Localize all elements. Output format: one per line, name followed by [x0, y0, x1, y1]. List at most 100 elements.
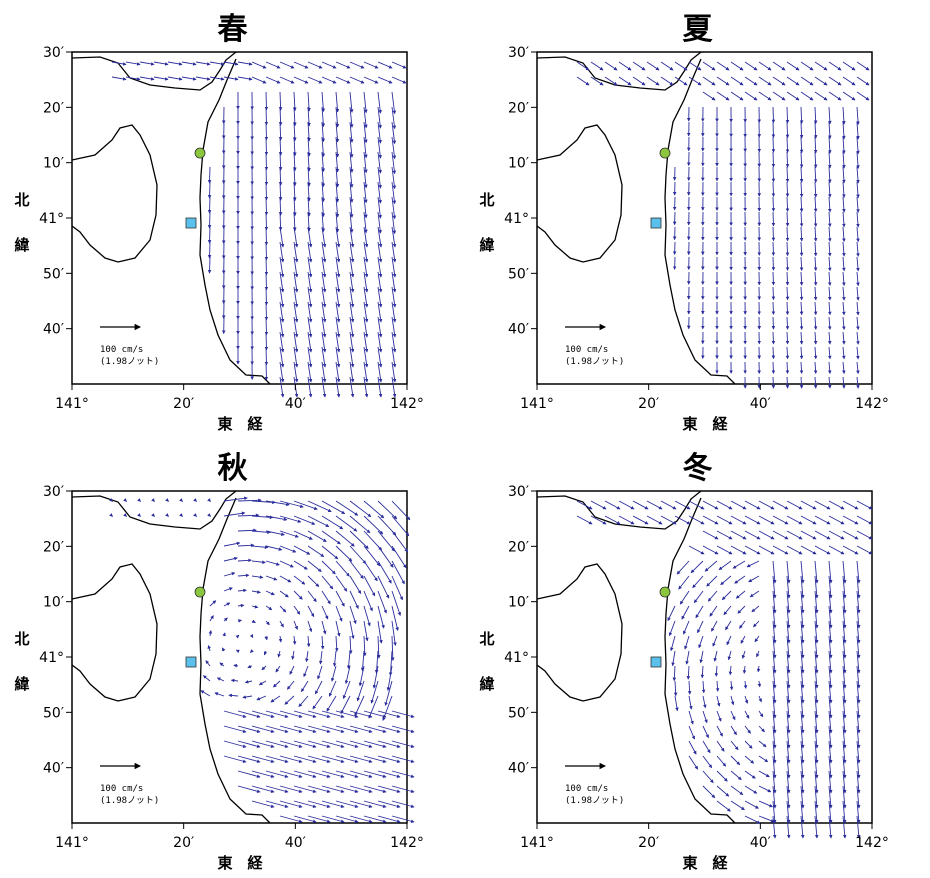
current-arrow — [686, 665, 691, 680]
current-arrow — [842, 286, 846, 301]
current-arrow — [799, 226, 804, 242]
current-arrow — [702, 740, 711, 754]
current-arrow — [346, 650, 351, 670]
current-arrow — [716, 91, 730, 101]
current-arrow — [718, 560, 732, 571]
current-arrow — [279, 515, 302, 523]
current-arrow — [856, 815, 861, 839]
current-arrow — [321, 151, 326, 173]
current-arrow — [251, 575, 264, 579]
current-arrow — [265, 785, 289, 793]
current-arrow — [377, 710, 401, 718]
current-arrow — [278, 635, 283, 643]
current-arrow — [377, 271, 383, 293]
panel-autumn: 秋 100 cm/s (1.98ノット) 30′ 20′ 10′ 41° 50′ 40′ 141… — [0, 439, 465, 878]
current-arrow — [391, 181, 397, 205]
current-arrow — [730, 710, 736, 721]
current-arrow — [349, 785, 373, 793]
current-arrow — [785, 316, 790, 330]
current-arrow — [688, 76, 702, 86]
current-arrow — [828, 620, 833, 644]
current-arrow — [335, 755, 359, 763]
current-arrow — [279, 785, 303, 793]
current-arrow — [706, 575, 718, 587]
current-arrow — [813, 196, 818, 213]
current-arrow — [786, 680, 791, 704]
current-arrow — [842, 590, 847, 614]
current-arrow — [363, 151, 368, 174]
current-arrow — [730, 785, 744, 796]
current-arrow — [842, 76, 856, 86]
current-arrow — [772, 575, 777, 599]
current-arrow — [688, 695, 693, 710]
current-arrow — [377, 590, 387, 614]
current-arrow — [167, 61, 183, 66]
current-arrow — [279, 815, 303, 823]
current-arrow — [321, 575, 334, 590]
y-tick-label: 10′ — [43, 595, 64, 611]
current-arrow — [391, 271, 397, 293]
current-arrow — [828, 91, 842, 101]
current-arrow — [771, 241, 776, 256]
current-arrow — [723, 605, 732, 616]
current-arrow — [772, 740, 777, 764]
current-arrow — [814, 605, 819, 629]
current-arrow — [335, 605, 343, 622]
current-arrow — [335, 725, 359, 733]
current-arrow — [356, 680, 365, 702]
current-arrow — [800, 650, 805, 674]
current-arrow — [604, 515, 621, 525]
current-arrow — [207, 256, 212, 274]
current-arrow — [814, 61, 828, 71]
current-arrow — [363, 331, 369, 353]
current-arrow — [287, 680, 295, 690]
current-arrow — [307, 590, 317, 603]
season-title: 冬 — [682, 451, 713, 486]
current-arrow — [391, 545, 407, 569]
y-tick-label: 30′ — [508, 45, 529, 61]
current-arrow — [744, 800, 759, 809]
current-arrow — [153, 76, 169, 81]
current-arrow — [799, 301, 804, 316]
current-arrow — [293, 361, 299, 383]
current-arrow — [279, 575, 292, 583]
current-arrow — [842, 271, 846, 287]
y-tick-label: 41° — [504, 211, 529, 227]
current-arrow — [307, 620, 313, 633]
current-arrow — [828, 61, 842, 71]
current-arrow — [730, 755, 741, 766]
current-arrow — [828, 695, 833, 719]
current-arrow — [391, 136, 397, 160]
current-arrow — [321, 121, 326, 143]
current-arrow — [772, 605, 777, 629]
current-arrow — [317, 665, 323, 680]
current-arrow — [786, 815, 791, 839]
current-arrow — [321, 271, 327, 293]
current-arrow — [856, 106, 860, 125]
current-arrow — [632, 515, 649, 525]
current-arrow — [264, 256, 269, 276]
current-arrow — [688, 500, 705, 510]
current-arrow — [279, 346, 285, 368]
current-arrow — [698, 635, 704, 649]
current-arrow — [251, 619, 256, 623]
current-arrow — [721, 590, 732, 601]
current-arrow — [391, 575, 403, 601]
current-arrow — [842, 211, 846, 228]
current-arrow — [279, 301, 285, 323]
current-arrow — [293, 800, 317, 808]
current-arrow — [307, 785, 331, 793]
current-arrow — [786, 76, 800, 86]
current-arrow — [321, 755, 345, 763]
current-arrow — [363, 121, 368, 144]
current-arrow — [814, 91, 828, 101]
current-arrow — [264, 196, 269, 216]
current-arrow — [668, 620, 676, 637]
current-arrow — [688, 515, 705, 525]
current-arrow — [349, 620, 355, 640]
current-arrow — [856, 620, 861, 644]
current-arrow — [828, 800, 833, 824]
current-arrow — [293, 121, 297, 142]
current-arrow — [242, 695, 253, 699]
current-arrow — [716, 515, 733, 525]
